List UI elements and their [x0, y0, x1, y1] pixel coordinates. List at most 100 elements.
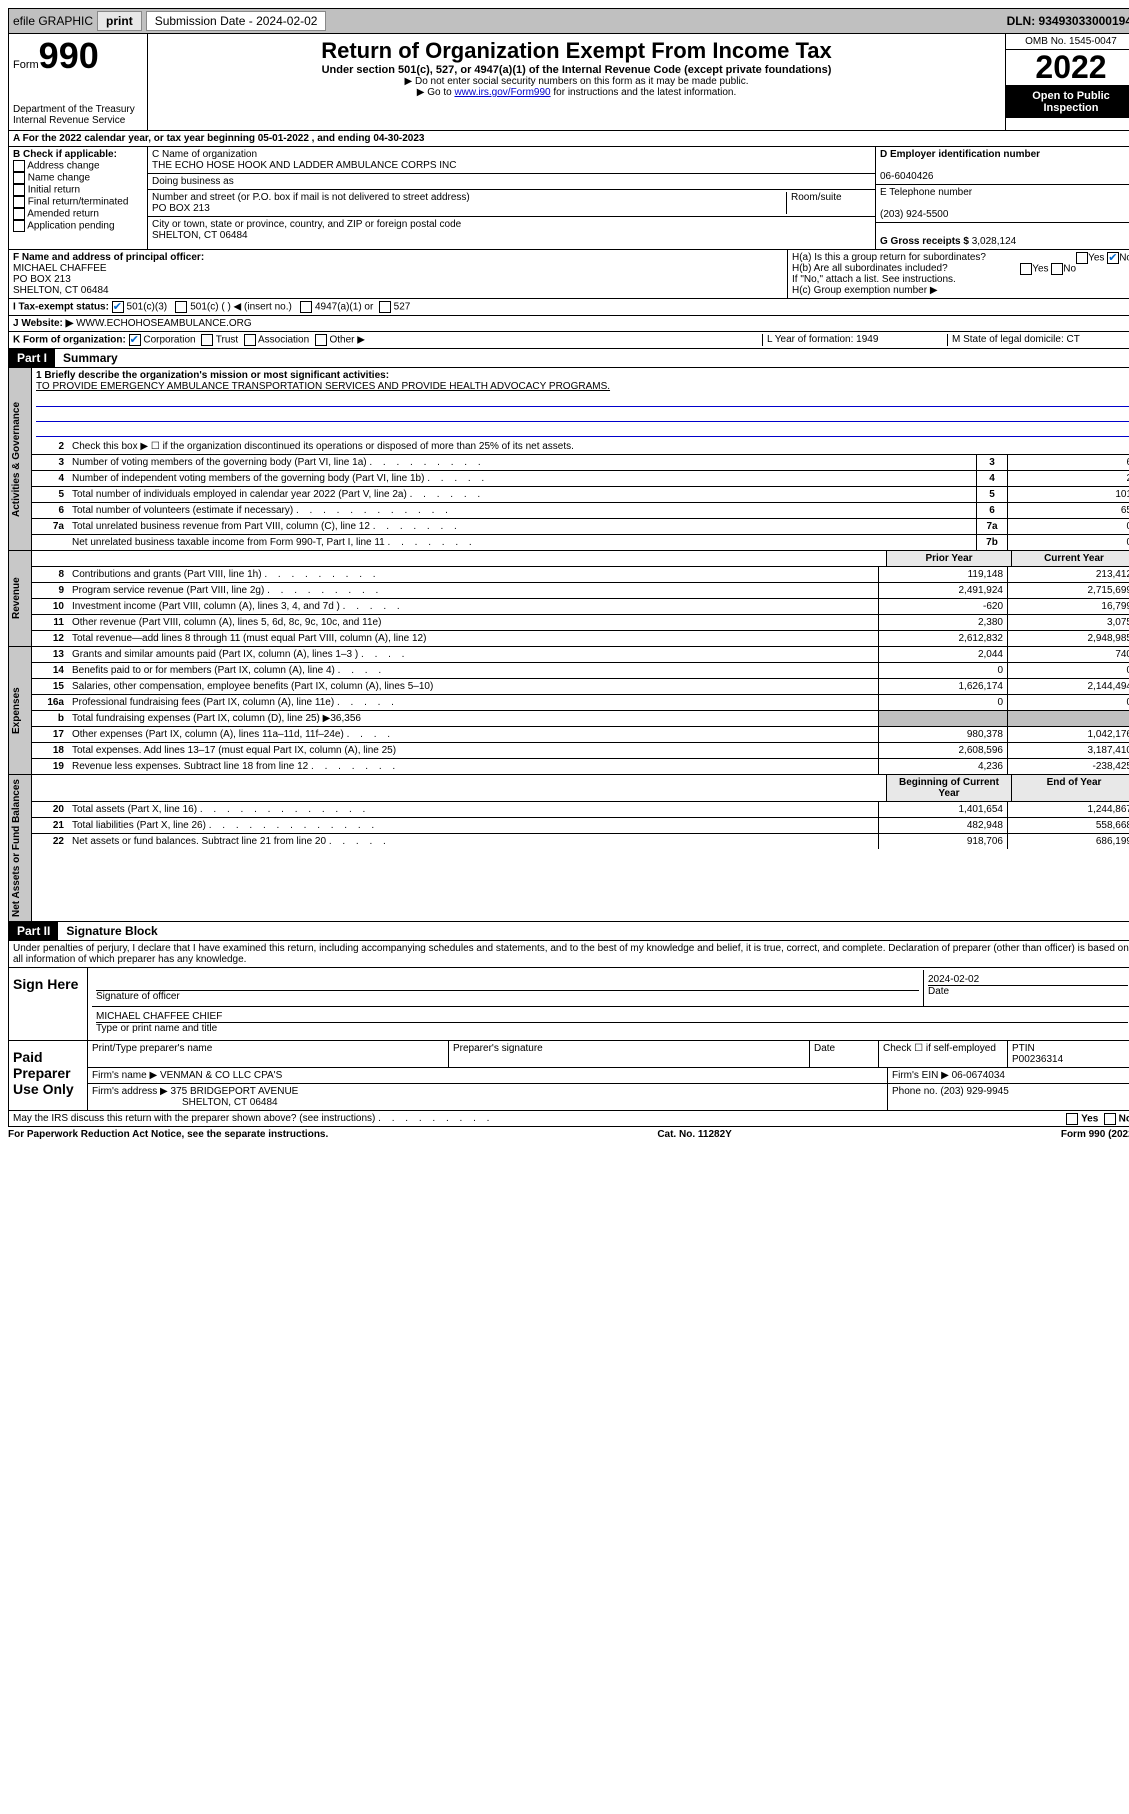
print-button[interactable]: print [97, 11, 142, 31]
cb-trust[interactable] [201, 334, 213, 346]
c17: 1,042,176 [1007, 727, 1129, 742]
p8: 119,148 [878, 567, 1007, 582]
p16b [878, 711, 1007, 726]
ptin-label: PTIN [1012, 1043, 1035, 1054]
efile-label: efile GRAPHIC [13, 14, 93, 28]
c12: 2,948,985 [1007, 631, 1129, 646]
section-a: A For the 2022 calendar year, or tax yea… [8, 131, 1129, 147]
irs-link[interactable]: www.irs.gov/Form990 [454, 87, 550, 98]
c13: 740 [1007, 647, 1129, 662]
part-i-header: Part I [9, 349, 55, 367]
cb-4947[interactable] [300, 301, 312, 313]
footer-right: Form 990 (2022) [1061, 1129, 1129, 1140]
tax-period: A For the 2022 calendar year, or tax yea… [13, 133, 424, 144]
line11: Other revenue (Part VIII, column (A), li… [72, 617, 381, 628]
no-label: No [1119, 253, 1129, 264]
527-label: 527 [394, 302, 411, 313]
current-year-head: Current Year [1011, 551, 1129, 566]
other-label: Other ▶ [329, 335, 364, 346]
hc-label: H(c) Group exemption number ▶ [792, 285, 938, 296]
line16a: Professional fundraising fees (Part IX, … [72, 697, 334, 708]
val5: 101 [1007, 487, 1129, 502]
state-domicile: M State of legal domicile: CT [947, 334, 1129, 346]
officer-city: SHELTON, CT 06484 [13, 285, 109, 296]
firm-addr: 375 BRIDGEPORT AVENUE [171, 1086, 299, 1097]
vert-netassets: Net Assets or Fund Balances [9, 775, 32, 921]
top-bar: efile GRAPHIC print Submission Date - 20… [8, 8, 1129, 34]
line3: Number of voting members of the governin… [72, 457, 367, 468]
c16a: 0 [1007, 695, 1129, 710]
line8: Contributions and grants (Part VIII, lin… [72, 569, 262, 580]
hb-label: H(b) Are all subordinates included? [792, 263, 948, 274]
checkbox-app[interactable] [13, 220, 25, 232]
ha-no[interactable] [1107, 252, 1119, 264]
checkbox-name[interactable] [13, 172, 25, 184]
val6: 65 [1007, 503, 1129, 518]
paid-preparer-label: Paid Preparer Use Only [9, 1041, 88, 1110]
checkbox-initial[interactable] [13, 184, 25, 196]
line20: Total assets (Part X, line 16) [72, 804, 197, 815]
prior-year-head: Prior Year [886, 551, 1011, 566]
c11: 3,075 [1007, 615, 1129, 630]
firm-city: SHELTON, CT 06484 [182, 1097, 278, 1108]
cb-corp[interactable] [129, 334, 141, 346]
phone-label: E Telephone number [880, 187, 972, 198]
website-url: WWW.ECHOHOSEAMBULANCE.ORG [76, 318, 252, 329]
c10: 16,799 [1007, 599, 1129, 614]
gross-label: G Gross receipts $ [880, 236, 969, 247]
501c3-label: 501(c)(3) [127, 302, 168, 313]
dept-treasury: Department of the Treasury [13, 104, 143, 115]
b21: 482,948 [878, 818, 1007, 833]
discuss-no[interactable] [1104, 1113, 1116, 1125]
hb-yes[interactable] [1020, 263, 1032, 275]
form-title: Return of Organization Exempt From Incom… [152, 38, 1001, 64]
checkbox-final[interactable] [13, 196, 25, 208]
sig-name-title: MICHAEL CHAFFEE CHIEF [96, 1011, 222, 1022]
note-goto-post: for instructions and the latest informat… [551, 87, 737, 98]
dln: DLN: 93493033000194 [1007, 14, 1129, 28]
final-return-label: Final return/terminated [28, 197, 129, 208]
line17: Other expenses (Part IX, column (A), lin… [72, 729, 344, 740]
self-employed-label: Check ☐ if self-employed [878, 1041, 1007, 1067]
address-change-label: Address change [27, 161, 99, 172]
line5: Total number of individuals employed in … [72, 489, 407, 500]
mission-text: TO PROVIDE EMERGENCY AMBULANCE TRANSPORT… [36, 381, 610, 392]
ein: 06-6040426 [880, 171, 933, 182]
cb-other[interactable] [315, 334, 327, 346]
p12: 2,612,832 [878, 631, 1007, 646]
hb-no[interactable] [1051, 263, 1063, 275]
p17: 980,378 [878, 727, 1007, 742]
ha-yes[interactable] [1076, 252, 1088, 264]
p15: 1,626,174 [878, 679, 1007, 694]
date-label: Date [928, 986, 949, 997]
p18: 2,608,596 [878, 743, 1007, 758]
p11: 2,380 [878, 615, 1007, 630]
mission-label: 1 Briefly describe the organization's mi… [36, 370, 389, 381]
form-subtitle: Under section 501(c), 527, or 4947(a)(1)… [152, 64, 1001, 76]
cb-501c[interactable] [175, 301, 187, 313]
val3: 6 [1007, 455, 1129, 470]
room-label: Room/suite [786, 192, 871, 214]
checkbox-amended[interactable] [13, 208, 25, 220]
cb-501c3[interactable] [112, 301, 124, 313]
name-change-label: Name change [28, 173, 90, 184]
discuss-yes[interactable] [1066, 1113, 1078, 1125]
dba-label: Doing business as [152, 176, 234, 187]
c9: 2,715,699 [1007, 583, 1129, 598]
city-label: City or town, state or province, country… [152, 219, 461, 230]
amended-label: Amended return [27, 209, 99, 220]
sig-declaration: Under penalties of perjury, I declare th… [9, 941, 1129, 967]
vert-revenue: Revenue [9, 551, 32, 646]
val4: 2 [1007, 471, 1129, 486]
val7a: 0 [1007, 519, 1129, 534]
p13: 2,044 [878, 647, 1007, 662]
form-header: Form990 Department of the Treasury Inter… [8, 34, 1129, 131]
cb-assoc[interactable] [244, 334, 256, 346]
checkbox-address[interactable] [13, 160, 25, 172]
sig-officer-label: Signature of officer [96, 991, 180, 1002]
officer-label: F Name and address of principal officer: [13, 252, 204, 263]
org-name-label: C Name of organization [152, 149, 257, 160]
tax-year: 2022 [1006, 50, 1129, 86]
line7a: Total unrelated business revenue from Pa… [72, 521, 370, 532]
cb-527[interactable] [379, 301, 391, 313]
